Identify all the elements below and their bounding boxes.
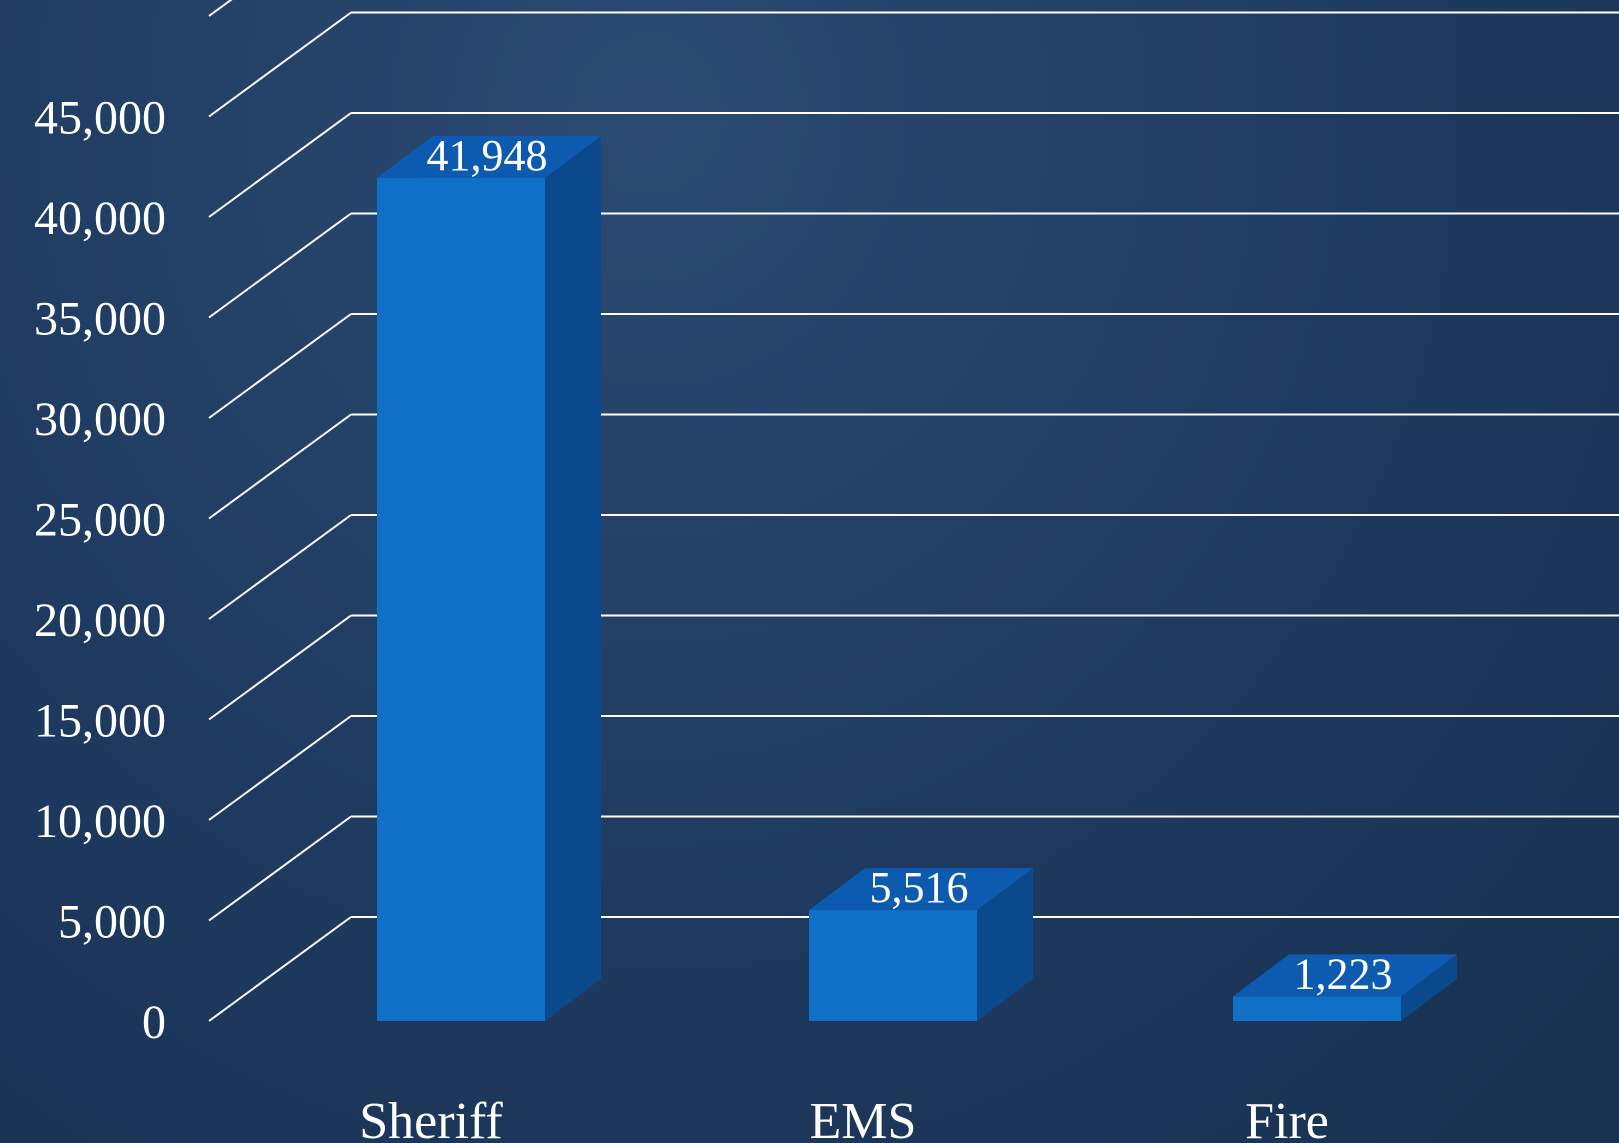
bar-side	[977, 868, 1033, 1021]
y-tick-label: 35,000	[34, 293, 166, 346]
y-tick-label: 25,000	[34, 494, 166, 547]
gridline-depth	[208, 916, 352, 1022]
bar-top	[377, 135, 601, 178]
bar	[377, 177, 545, 1021]
bar-side	[1401, 954, 1457, 1021]
gridline-depth	[208, 11, 352, 118]
category-label: Sheriff	[359, 1093, 503, 1143]
y-tick-label: 30,000	[34, 393, 166, 446]
gridline-depth	[208, 715, 352, 821]
bar-side	[545, 135, 601, 1021]
data-label: 1,223	[1294, 949, 1393, 998]
gridline-depth	[208, 413, 352, 520]
category-label: EMS	[810, 1093, 917, 1143]
data-label: 5,516	[870, 863, 969, 912]
gridline-depth	[208, 212, 352, 319]
bar	[1233, 996, 1401, 1021]
y-tick-label: 20,000	[34, 594, 166, 647]
gridline-depth	[208, 514, 352, 620]
gridline-depth	[208, 0, 233, 17]
gridline-depth	[208, 313, 352, 419]
data-label: 41,948	[427, 131, 548, 180]
y-tick-label: 45,000	[34, 92, 166, 145]
y-tick-label: 5,000	[58, 896, 166, 949]
gridline-depth	[208, 614, 352, 721]
y-tick-label: 40,000	[34, 192, 166, 245]
y-tick-label: 10,000	[34, 795, 166, 848]
bar-top	[809, 868, 1033, 911]
y-tick-label: 15,000	[34, 695, 166, 748]
category-label: Fire	[1245, 1093, 1329, 1143]
y-tick-label: 0	[142, 996, 166, 1049]
gridline-depth	[208, 815, 352, 922]
gridline-depth	[208, 112, 352, 218]
bar-top	[1233, 954, 1457, 997]
bar	[809, 910, 977, 1021]
